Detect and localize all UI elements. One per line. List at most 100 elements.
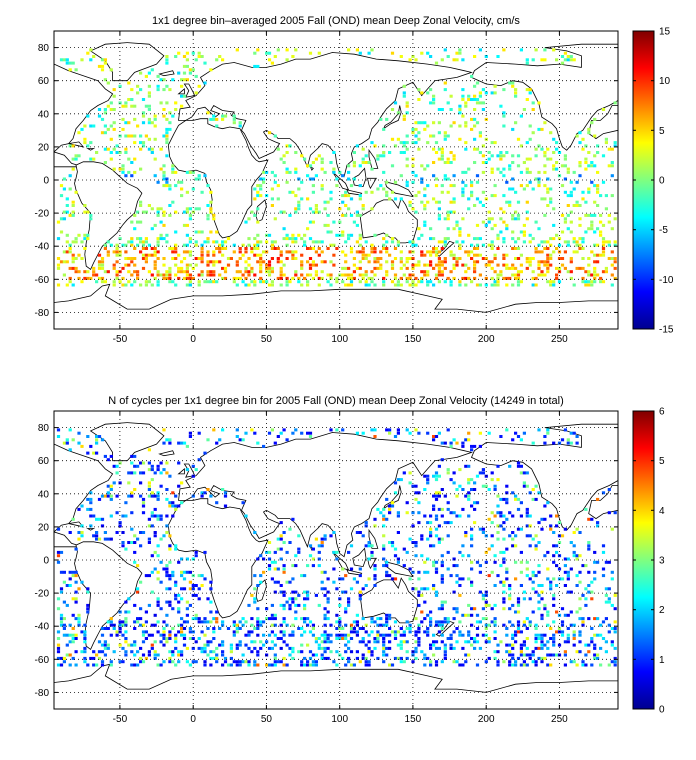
data-cell xyxy=(552,531,556,534)
data-cell xyxy=(449,184,453,188)
data-cell xyxy=(259,623,263,627)
data-cell xyxy=(455,441,459,445)
data-cell xyxy=(358,260,362,264)
data-cell xyxy=(599,276,603,280)
data-cell xyxy=(443,494,447,498)
data-cell xyxy=(180,617,184,621)
data-cell xyxy=(276,184,280,188)
data-cell xyxy=(423,600,427,604)
data-cell xyxy=(285,48,289,52)
data-cell xyxy=(253,253,257,257)
data-cell xyxy=(188,637,192,640)
data-cell xyxy=(581,266,585,270)
data-cell xyxy=(352,276,356,280)
data-cell xyxy=(543,633,547,637)
data-cell xyxy=(572,170,576,174)
data-cell xyxy=(385,633,389,637)
data-cell xyxy=(569,590,573,594)
data-cell xyxy=(426,633,430,637)
data-cell xyxy=(323,650,327,654)
data-cell xyxy=(282,541,286,544)
data-cell xyxy=(584,597,588,601)
data-cell xyxy=(458,257,462,260)
data-cell xyxy=(569,257,573,260)
data-cell xyxy=(326,230,330,234)
data-cell xyxy=(144,574,148,578)
data-cell xyxy=(505,253,509,257)
data-cell xyxy=(100,650,105,654)
data-cell xyxy=(352,620,356,624)
data-cell xyxy=(540,584,544,587)
data-cell xyxy=(534,484,538,488)
data-cell xyxy=(408,623,412,627)
data-cell xyxy=(121,541,125,544)
data-cell xyxy=(156,464,160,468)
continent-outline xyxy=(183,83,196,98)
data-cell xyxy=(432,283,436,287)
data-cell xyxy=(593,646,597,650)
data-cell xyxy=(470,637,474,640)
data-cell xyxy=(144,620,148,624)
data-cell xyxy=(396,280,400,284)
data-cell xyxy=(411,524,415,528)
data-cell xyxy=(165,84,169,88)
data-cell xyxy=(218,643,222,647)
data-cell xyxy=(467,630,471,634)
data-cell xyxy=(508,81,512,85)
data-cell xyxy=(273,613,277,617)
data-cell xyxy=(349,650,354,654)
data-cell xyxy=(150,478,154,482)
data-cell xyxy=(197,273,201,277)
data-cell xyxy=(458,124,462,128)
data-cell xyxy=(150,468,154,472)
data-cell xyxy=(572,431,576,435)
data-cell xyxy=(555,550,559,554)
data-cell xyxy=(188,263,192,267)
data-cell xyxy=(437,537,441,541)
data-cell xyxy=(59,194,64,198)
data-cell xyxy=(537,521,541,525)
data-cell xyxy=(505,627,509,630)
data-cell xyxy=(180,94,184,98)
data-cell xyxy=(180,557,184,561)
data-cell xyxy=(159,273,163,277)
data-cell xyxy=(446,550,450,554)
data-cell xyxy=(206,488,210,491)
data-cell xyxy=(139,646,143,650)
data-cell xyxy=(543,504,547,508)
data-cell xyxy=(516,283,521,287)
data-cell xyxy=(62,260,66,264)
data-cell xyxy=(531,653,535,657)
data-cell xyxy=(303,620,307,624)
data-cell xyxy=(256,627,260,630)
data-cell xyxy=(569,441,573,445)
data-cell xyxy=(297,276,301,280)
data-cell xyxy=(279,210,283,214)
data-cell xyxy=(364,521,368,525)
data-cell xyxy=(282,630,286,634)
continent-outline xyxy=(167,498,269,619)
data-cell xyxy=(464,283,468,287)
data-cell xyxy=(478,273,482,277)
data-cell xyxy=(147,448,151,452)
data-cell xyxy=(408,273,412,277)
data-cell xyxy=(481,593,485,597)
data-cell xyxy=(499,170,503,174)
data-cell xyxy=(596,633,600,637)
data-cell xyxy=(77,131,81,135)
data-cell xyxy=(291,55,295,58)
data-cell xyxy=(180,627,184,630)
data-cell xyxy=(165,640,169,644)
data-cell xyxy=(291,600,295,604)
data-cell xyxy=(528,257,532,260)
data-cell xyxy=(525,61,529,65)
data-cell xyxy=(455,263,459,267)
data-cell xyxy=(519,438,523,442)
data-cell xyxy=(493,223,497,227)
data-cell xyxy=(537,243,541,247)
data-cell xyxy=(420,91,424,95)
data-cell xyxy=(593,134,597,138)
data-cell xyxy=(440,554,444,558)
data-cell xyxy=(440,263,444,267)
data-cell xyxy=(440,600,444,604)
